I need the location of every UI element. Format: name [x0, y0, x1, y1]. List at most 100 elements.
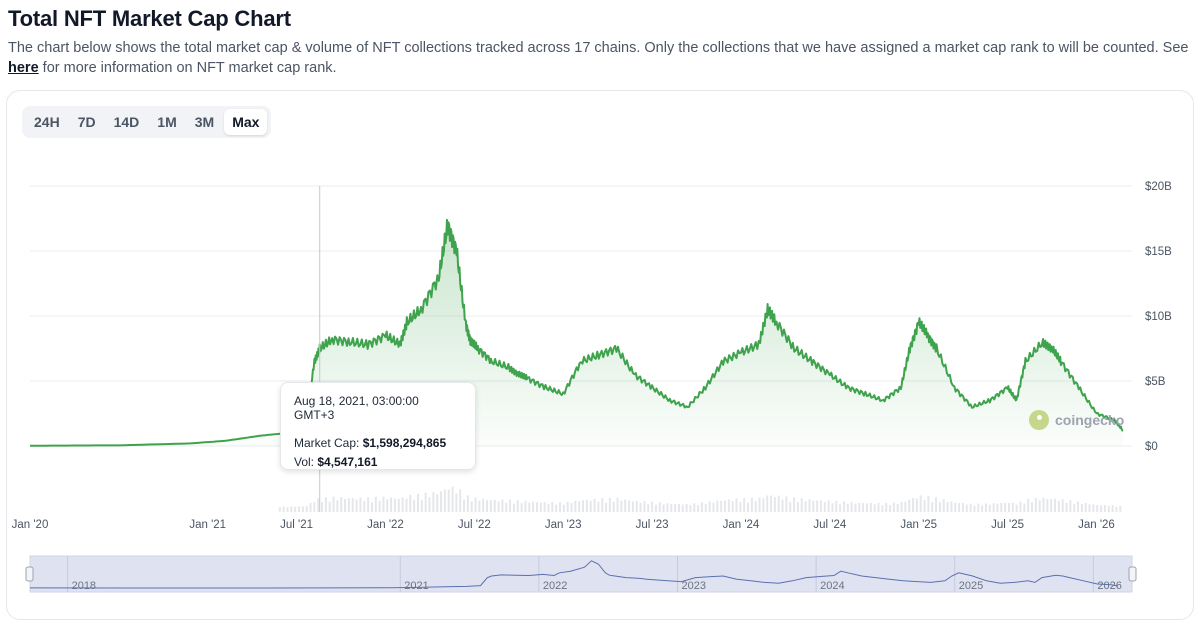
volume-bar [1119, 505, 1122, 512]
volume-bar [397, 498, 400, 512]
volume-bar [942, 499, 945, 512]
x-tick-label: Jul '25 [991, 519, 1024, 531]
chart-tooltip: Aug 18, 2021, 03:00:00 GMT+3 Market Cap:… [280, 382, 476, 470]
range-button-7d[interactable]: 7D [77, 114, 96, 130]
page-description: The chart below shows the total market c… [8, 38, 1198, 78]
volume-bar [367, 497, 370, 512]
volume-bar [869, 502, 872, 512]
volume-bar [436, 494, 439, 512]
range-button-14d[interactable]: 14D [113, 114, 140, 130]
volume-bar [378, 500, 381, 512]
volume-bar [290, 506, 293, 512]
navigator-tick-label: 2023 [681, 580, 705, 592]
volume-bar [332, 496, 335, 512]
volume-bar [1088, 504, 1091, 512]
volume-bar [355, 499, 358, 512]
volume-bar [969, 503, 972, 512]
volume-bar [486, 500, 489, 512]
volume-bar [528, 502, 531, 512]
volume-bar [946, 502, 949, 512]
volume-bar [881, 505, 884, 512]
volume-bar [562, 504, 565, 512]
volume-bar [459, 489, 462, 512]
volume-bar [340, 497, 343, 512]
volume-bar [432, 491, 435, 512]
volume-bar [401, 497, 404, 512]
navigator-handle-right[interactable] [1128, 566, 1137, 582]
navigator-tick-label: 2026 [1097, 580, 1121, 592]
page-title: Total NFT Market Cap Chart [8, 6, 291, 31]
coingecko-logo-icon [1029, 410, 1049, 430]
volume-bar [816, 500, 819, 512]
description-text: The chart below shows the total market c… [8, 40, 1189, 56]
volume-bar [570, 503, 573, 512]
volume-bar [420, 500, 423, 512]
range-button-1m[interactable]: 1M [157, 114, 177, 130]
volume-bar [892, 502, 895, 512]
volume-bar [324, 497, 327, 512]
volume-bar [524, 500, 527, 512]
volume-bar [512, 503, 515, 512]
volume-bar [566, 501, 569, 512]
market-cap-area [30, 219, 1124, 446]
volume-bar [712, 502, 715, 512]
y-tick-label: $0 [1145, 441, 1158, 453]
volume-bar [363, 500, 366, 512]
volume-bar [1019, 501, 1022, 512]
volume-bar [582, 500, 585, 512]
volume-bar [777, 495, 780, 512]
volume-bar [923, 499, 926, 512]
volume-bar [850, 502, 853, 512]
volume-bar [443, 489, 446, 512]
volume-bar [1046, 498, 1049, 512]
volume-bar [988, 504, 991, 512]
tooltip-market-cap-label: Market Cap: [294, 436, 360, 450]
volume-bar [743, 497, 746, 512]
navigator-handle-left[interactable] [25, 566, 34, 582]
volume-bar [635, 500, 638, 512]
volume-bar [608, 497, 611, 512]
volume-bar [451, 486, 454, 512]
volume-bar [509, 499, 512, 512]
volume-bar [992, 503, 995, 512]
range-button-3m[interactable]: 3M [194, 114, 215, 130]
volume-bar [647, 504, 650, 512]
volume-bar [658, 502, 661, 512]
volume-bar [1034, 498, 1037, 512]
volume-bar [539, 502, 542, 512]
volume-bar [950, 501, 953, 512]
volume-bar [750, 497, 753, 512]
market-cap-rank-link[interactable]: here [8, 60, 39, 76]
volume-bar [724, 500, 727, 512]
volume-bar [1038, 500, 1041, 512]
volume-bar [1004, 502, 1007, 512]
range-button-24h[interactable]: 24H [34, 114, 60, 130]
volume-bar [1031, 502, 1034, 512]
volume-bar [520, 503, 523, 512]
volume-bar [463, 499, 466, 512]
range-button-max[interactable]: Max [224, 109, 268, 135]
volume-bar [309, 503, 312, 512]
volume-bar [670, 504, 673, 512]
volume-bar [374, 496, 377, 512]
navigator-tick-label: 2018 [72, 580, 96, 592]
watermark-text: coingecko [1055, 412, 1125, 428]
volume-bar [915, 498, 918, 512]
volume-bar [1011, 502, 1014, 512]
volume-bar [651, 501, 654, 512]
y-tick-label: $5B [1145, 376, 1166, 388]
tooltip-market-cap-value: $1,598,294,865 [362, 436, 447, 450]
volume-bar [390, 497, 393, 512]
volume-bar [819, 500, 822, 512]
tooltip-vol-value: $4,547,161 [317, 455, 378, 469]
range-selector: 24H 7D 14D 1M 3M Max [22, 106, 272, 138]
tooltip-vol-label: Vol: [294, 455, 315, 469]
volume-bar [827, 500, 830, 512]
volume-bar [1084, 502, 1087, 512]
navigator-window[interactable] [29, 555, 1133, 593]
volume-bar [1111, 505, 1114, 512]
volume-bar [977, 503, 980, 512]
tooltip-market-cap: Market Cap: $1,598,294,865 [294, 436, 462, 450]
navigator-line [29, 560, 1119, 589]
